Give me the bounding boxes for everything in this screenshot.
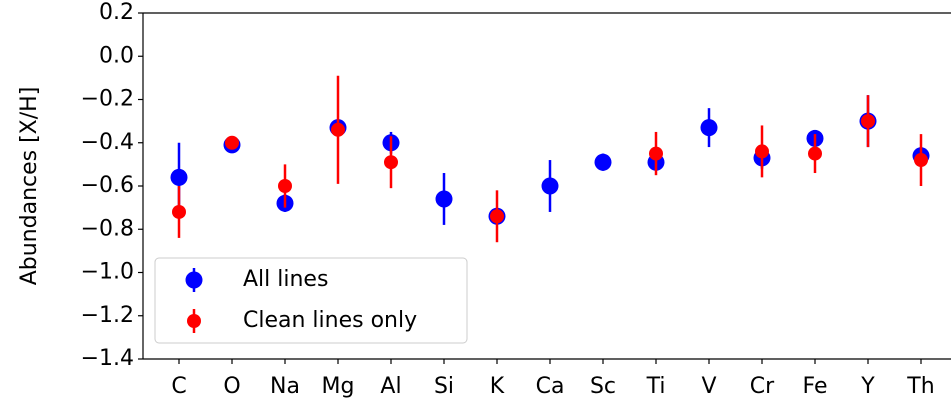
marker: [541, 177, 559, 195]
y-tick-label: −0.6: [81, 173, 134, 198]
marker: [649, 146, 663, 161]
x-tick-label: V: [701, 374, 716, 399]
x-tick-label: Cr: [750, 374, 775, 399]
marker: [170, 168, 188, 186]
y-tick-label: −1.0: [81, 260, 134, 285]
marker: [172, 204, 186, 219]
marker: [331, 122, 345, 137]
y-tick-label: −0.2: [81, 87, 134, 112]
marker: [755, 144, 769, 159]
marker: [700, 119, 718, 137]
x-tick-label: Y: [860, 374, 875, 399]
marker: [490, 209, 504, 224]
legend-marker: [185, 271, 203, 289]
legend-label: Clean lines only: [243, 308, 417, 333]
legend-box: [154, 257, 468, 344]
x-tick-label: Ca: [536, 374, 565, 399]
y-tick-label: −1.2: [81, 303, 134, 328]
marker: [808, 146, 822, 161]
y-tick-label: −0.8: [81, 216, 134, 241]
y-tick-label: 0.2: [99, 0, 134, 25]
x-tick-label: Fe: [803, 374, 828, 399]
x-tick-label: Ti: [646, 374, 666, 399]
marker: [914, 153, 928, 168]
marker: [278, 179, 292, 193]
y-tick-label: 0.0: [99, 43, 134, 68]
x-tick-label: Na: [270, 374, 300, 399]
y-axis-label: Abundances [X/H]: [17, 87, 42, 286]
marker: [861, 114, 875, 129]
y-tick-label: −1.4: [81, 346, 134, 371]
marker: [435, 190, 453, 208]
marker: [225, 135, 239, 150]
x-tick-label: Th: [906, 374, 934, 399]
legend-label: All lines: [243, 267, 328, 292]
x-tick-label: O: [223, 374, 240, 399]
legend-marker: [187, 314, 201, 328]
marker: [594, 153, 612, 171]
x-tick-label: Al: [380, 374, 401, 399]
x-tick-label: Si: [434, 374, 454, 399]
x-tick-label: Sc: [590, 374, 616, 399]
x-tick-label: K: [490, 374, 505, 399]
x-tick-label: Mg: [322, 374, 355, 399]
x-tick-label: C: [171, 374, 186, 399]
marker: [384, 155, 398, 170]
y-tick-label: −0.4: [81, 130, 134, 155]
